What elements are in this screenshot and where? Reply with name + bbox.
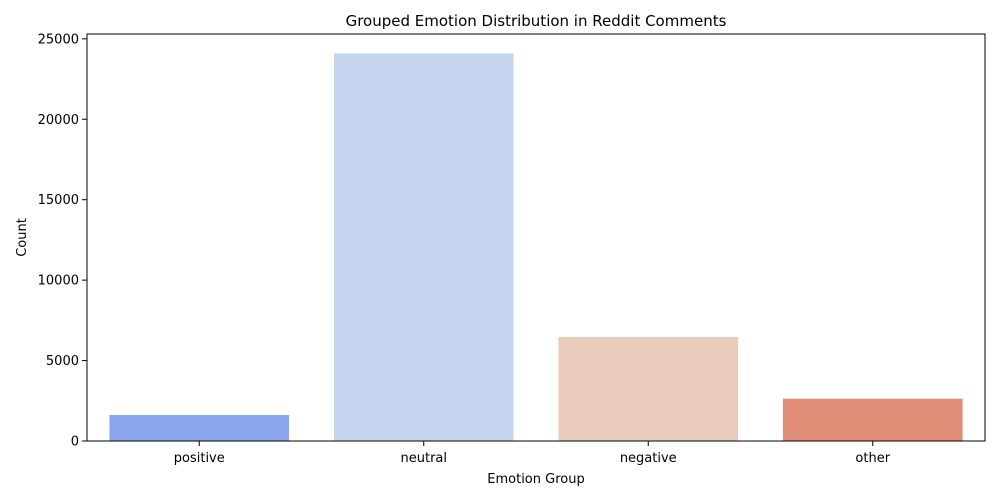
x-axis-title: Emotion Group bbox=[487, 472, 584, 487]
chart-title: Grouped Emotion Distribution in Reddit C… bbox=[346, 12, 727, 30]
bar-neutral bbox=[333, 53, 514, 441]
y-axis-title: Count bbox=[15, 218, 30, 257]
y-tick-label: 5000 bbox=[46, 354, 79, 369]
y-tick-label: 0 bbox=[71, 435, 79, 450]
y-tick-label: 10000 bbox=[38, 274, 79, 289]
x-tick-label: positive bbox=[174, 451, 225, 466]
y-axis: 0 5000 10000 15000 20000 25000 bbox=[38, 32, 87, 450]
bar-negative bbox=[558, 336, 739, 441]
bar-positive bbox=[109, 414, 290, 441]
y-tick-label: 25000 bbox=[38, 32, 79, 47]
y-tick-label: 15000 bbox=[38, 193, 79, 208]
x-tick-label: neutral bbox=[401, 451, 448, 466]
x-axis: positive neutral negative other bbox=[174, 441, 891, 466]
plot-frame bbox=[86, 33, 986, 442]
bars-layer bbox=[109, 53, 963, 441]
x-tick-label: negative bbox=[620, 451, 677, 466]
x-tick-label: other bbox=[855, 451, 890, 466]
y-tick-label: 20000 bbox=[38, 113, 79, 128]
bar-other bbox=[782, 398, 963, 441]
